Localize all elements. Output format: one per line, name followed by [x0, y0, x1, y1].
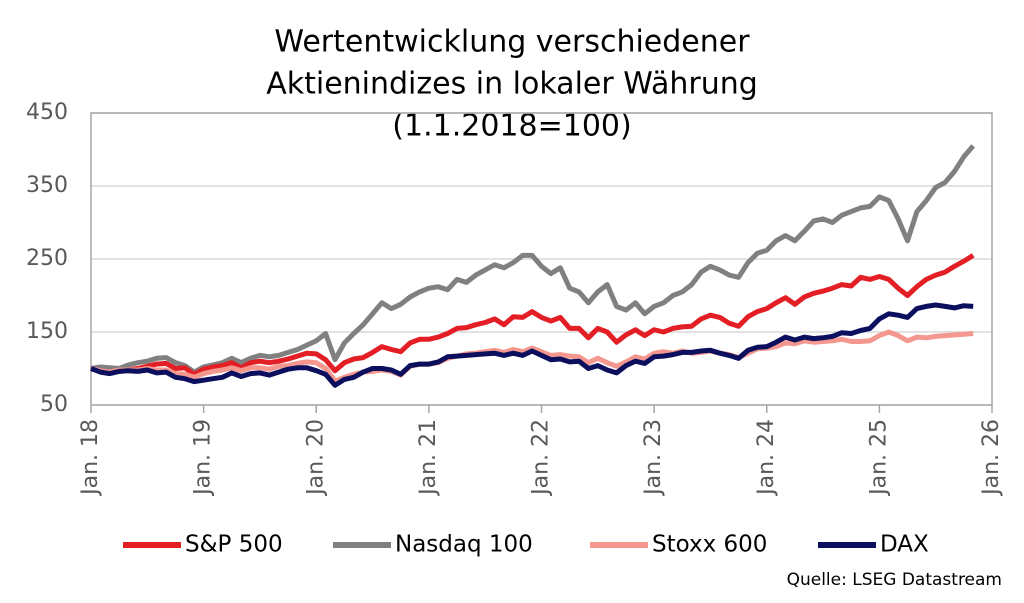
y-tick-label: 450: [26, 100, 68, 125]
x-tick-label: Jan. 23: [641, 419, 666, 497]
legend-label: S&P 500: [185, 532, 283, 558]
legend-label: Nasdaq 100: [395, 532, 533, 558]
x-tick-label: Jan. 25: [866, 419, 891, 497]
series-line: [90, 253, 975, 377]
y-tick-label: 150: [26, 319, 68, 344]
chart-title: Aktienindizes in lokaler Währung: [266, 67, 758, 102]
x-tick-label: Jan. 20: [303, 419, 328, 497]
legend-label: DAX: [880, 532, 929, 558]
y-tick-label: 350: [26, 173, 68, 198]
source: Quelle: LSEG Datastream: [787, 570, 1002, 590]
x-tick-label: Jan. 18: [78, 419, 103, 497]
x-tick-label: Jan. 19: [191, 419, 216, 497]
y-tick-label: 50: [40, 392, 68, 417]
y-tick-label: 250: [26, 246, 68, 271]
x-tick-label: Jan. 21: [416, 419, 441, 497]
x-tick-label: Jan. 22: [529, 419, 554, 497]
chart-title: (1.1.2018=100): [392, 109, 631, 144]
legend-label: Stoxx 600: [652, 532, 767, 558]
series-line: [90, 302, 974, 388]
x-tick-label: Jan. 26: [979, 419, 1004, 497]
series-line: [90, 144, 976, 375]
x-tick-label: Jan. 24: [754, 419, 779, 497]
chart-title: Wertentwicklung verschiedener: [274, 25, 750, 60]
series-line: [90, 329, 974, 384]
